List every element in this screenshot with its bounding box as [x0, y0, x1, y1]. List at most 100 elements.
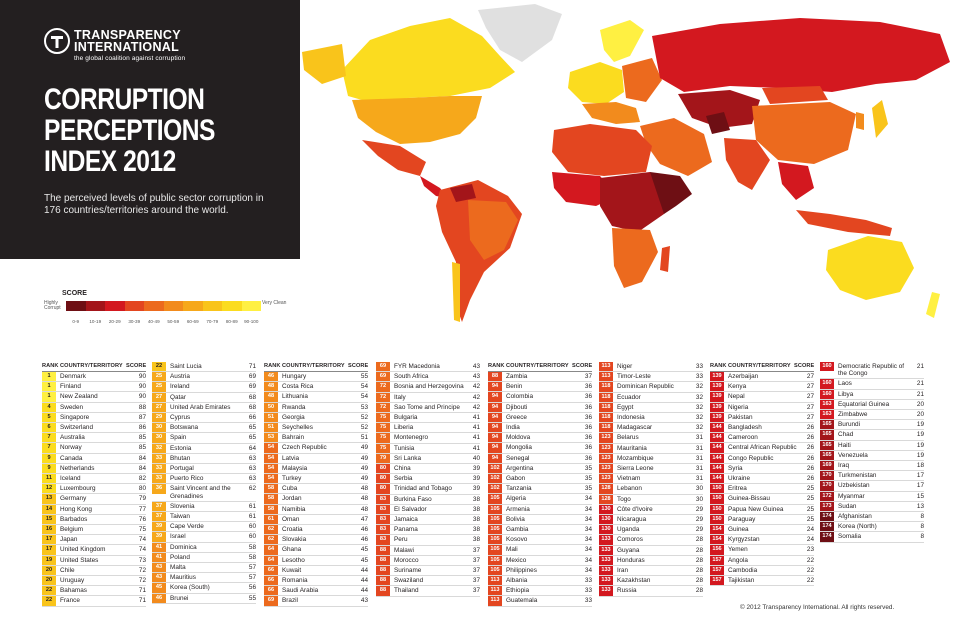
score-cell: 48: [360, 485, 368, 493]
country-cell: Angola: [728, 556, 748, 564]
table-row: 33 Portugal 63: [152, 464, 256, 475]
score-cell: 63: [248, 465, 256, 473]
table-row: 165 Haiti 19: [820, 440, 924, 451]
rank-cell: 79: [376, 453, 390, 464]
rank-cell: 105: [488, 555, 502, 565]
country-cell: Pakistan: [728, 413, 753, 421]
country-cell: Latvia: [282, 454, 300, 462]
table-row: 157 Tajikistan 22: [710, 576, 814, 587]
score-cell: 33: [584, 597, 592, 605]
score-cell: 44: [360, 587, 368, 595]
legend-swatch: [66, 301, 86, 311]
score-cell: 36: [584, 413, 592, 421]
table-row: 30 Botswana 65: [152, 423, 256, 434]
table-row: 15 Barbados 76: [42, 514, 146, 526]
rank-cell: 174: [820, 512, 834, 522]
map-western-europe: [568, 62, 624, 104]
map-brazil: [468, 200, 518, 260]
table-row: 20 Chile 72: [42, 565, 146, 577]
rank-cell: 17: [42, 545, 56, 555]
table-header: RANK COUNTRY/TERRITORY SCORE: [710, 360, 814, 372]
rank-cell: 150: [710, 514, 724, 525]
rank-cell: 94: [488, 402, 502, 412]
country-cell: Ethiopia: [506, 587, 530, 595]
rank-cell: 58: [264, 504, 278, 514]
table-row: 144 Ukraine 26: [710, 474, 814, 485]
map-japan: [872, 100, 888, 138]
score-cell: 20: [916, 411, 924, 419]
rank-cell: 66: [264, 586, 278, 596]
rank-cell: 113: [599, 362, 613, 372]
rank-cell: 88: [376, 545, 390, 555]
rank-cell: 94: [488, 443, 502, 453]
table-row: 170 Uzbekistan 17: [820, 481, 924, 492]
table-row: 94 Moldova 36: [488, 433, 592, 444]
score-cell: 69: [248, 373, 256, 381]
table-row: 45 Korea (South) 56: [152, 583, 256, 594]
rank-cell: 33: [152, 474, 166, 484]
score-cell: 23: [806, 546, 814, 554]
score-cell: 36: [584, 444, 592, 452]
legend-range-label: 10-19: [89, 319, 102, 324]
score-cell: 22: [806, 556, 814, 564]
score-cell: 42: [472, 393, 480, 401]
table-row: 144 Syria 26: [710, 463, 814, 475]
legend-swatch: [85, 301, 105, 311]
table-row: 118 Indonesia 32: [599, 413, 703, 424]
country-cell: Bulgaria: [394, 414, 418, 422]
table-row: 72 Bosnia and Herzegovina 42: [376, 382, 480, 393]
map-korea: [856, 112, 864, 130]
header-score: SCORE: [572, 363, 593, 369]
table-row: 139 Nepal 27: [710, 392, 814, 403]
rank-cell: 113: [488, 596, 502, 606]
table-row: 83 El Salvador 38: [376, 504, 480, 516]
subtitle: The perceived levels of public sector co…: [44, 193, 264, 216]
rank-cell: 66: [264, 565, 278, 576]
rank-cell: 154: [710, 525, 724, 535]
score-cell: 31: [695, 454, 703, 462]
legend-swatch: [241, 301, 261, 311]
score-table-column: RANK COUNTRY/TERRITORY SCORE 139 Azerbaijan 2…: [710, 360, 814, 587]
table-row: 144 Central African Republic 26: [710, 443, 814, 454]
score-cell: 42: [472, 403, 480, 411]
score-cell: 77: [138, 505, 146, 513]
country-cell: FYR Macedonia: [394, 363, 440, 370]
rank-cell: 41: [152, 552, 166, 563]
rank-cell: 29: [152, 413, 166, 423]
country-cell: Somalia: [838, 533, 862, 541]
rank-cell: 144: [710, 423, 724, 433]
header-rank: RANK: [42, 363, 59, 369]
legend-swatch: [183, 301, 203, 311]
table-row: 1 Denmark 90: [42, 372, 146, 383]
rank-cell: 20: [42, 576, 56, 586]
country-cell: Madagascar: [617, 424, 653, 432]
table-row: 172 Myanmar 15: [820, 491, 924, 502]
country-cell: Zambia: [506, 373, 528, 380]
table-row: 29 Cyprus 66: [152, 413, 256, 424]
table-row: 150 Eritrea 25: [710, 484, 814, 495]
rank-cell: 130: [599, 504, 613, 515]
rank-cell: 170: [820, 481, 834, 491]
score-cell: 86: [138, 424, 146, 432]
rank-cell: 133: [599, 555, 613, 566]
score-cell: 44: [360, 577, 368, 585]
country-cell: Kenya: [728, 383, 747, 391]
score-cell: 46: [360, 536, 368, 544]
country-cell: Trinidad and Tobago: [394, 485, 452, 493]
score-cell: 18: [916, 462, 924, 470]
score-cell: 28: [695, 587, 703, 595]
rank-cell: 123: [599, 433, 613, 443]
country-cell: Bahrain: [282, 434, 305, 442]
table-row: 88 Thailand 37: [376, 586, 480, 597]
country-cell: Ghana: [282, 546, 302, 554]
country-cell: Zimbabwe: [838, 411, 868, 419]
map-alaska: [302, 44, 346, 84]
country-cell: Suriname: [394, 567, 422, 575]
table-row: 102 Gabon 35: [488, 474, 592, 485]
country-cell: Kosovo: [506, 536, 528, 544]
rank-cell: 51: [264, 423, 278, 433]
country-cell: Guyana: [617, 546, 640, 554]
table-row: 133 Comoros 28: [599, 535, 703, 546]
score-cell: 90: [138, 373, 146, 380]
header-country: COUNTRY/TERRITORY: [506, 363, 569, 369]
